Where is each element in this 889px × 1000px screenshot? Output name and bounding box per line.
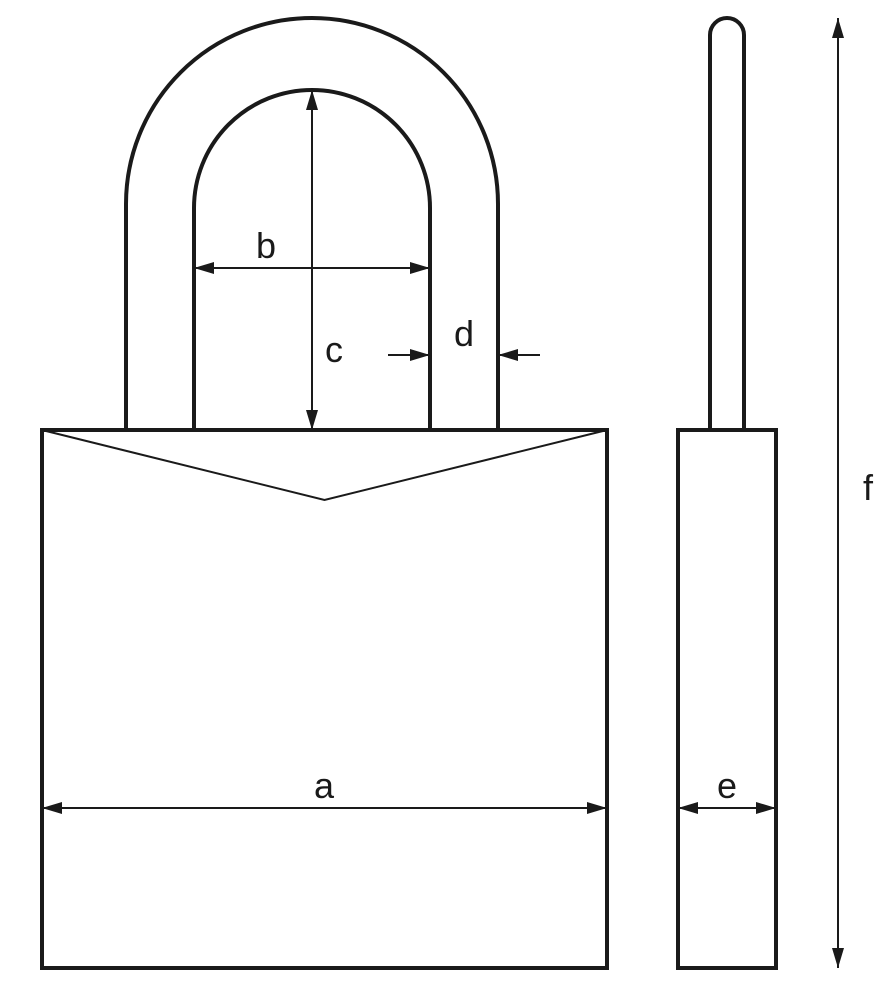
front-body — [42, 430, 607, 968]
side-shackle — [710, 18, 744, 430]
dimension-a-label: a — [314, 765, 335, 806]
dimension-c-label: c — [325, 329, 343, 370]
dimension-f-label: f — [863, 467, 874, 508]
dimension-d-label: d — [454, 313, 474, 354]
front-body-chevron — [42, 430, 607, 500]
dimension-b-label: b — [256, 225, 276, 266]
side-body — [678, 430, 776, 968]
dimension-e-label: e — [717, 765, 737, 806]
